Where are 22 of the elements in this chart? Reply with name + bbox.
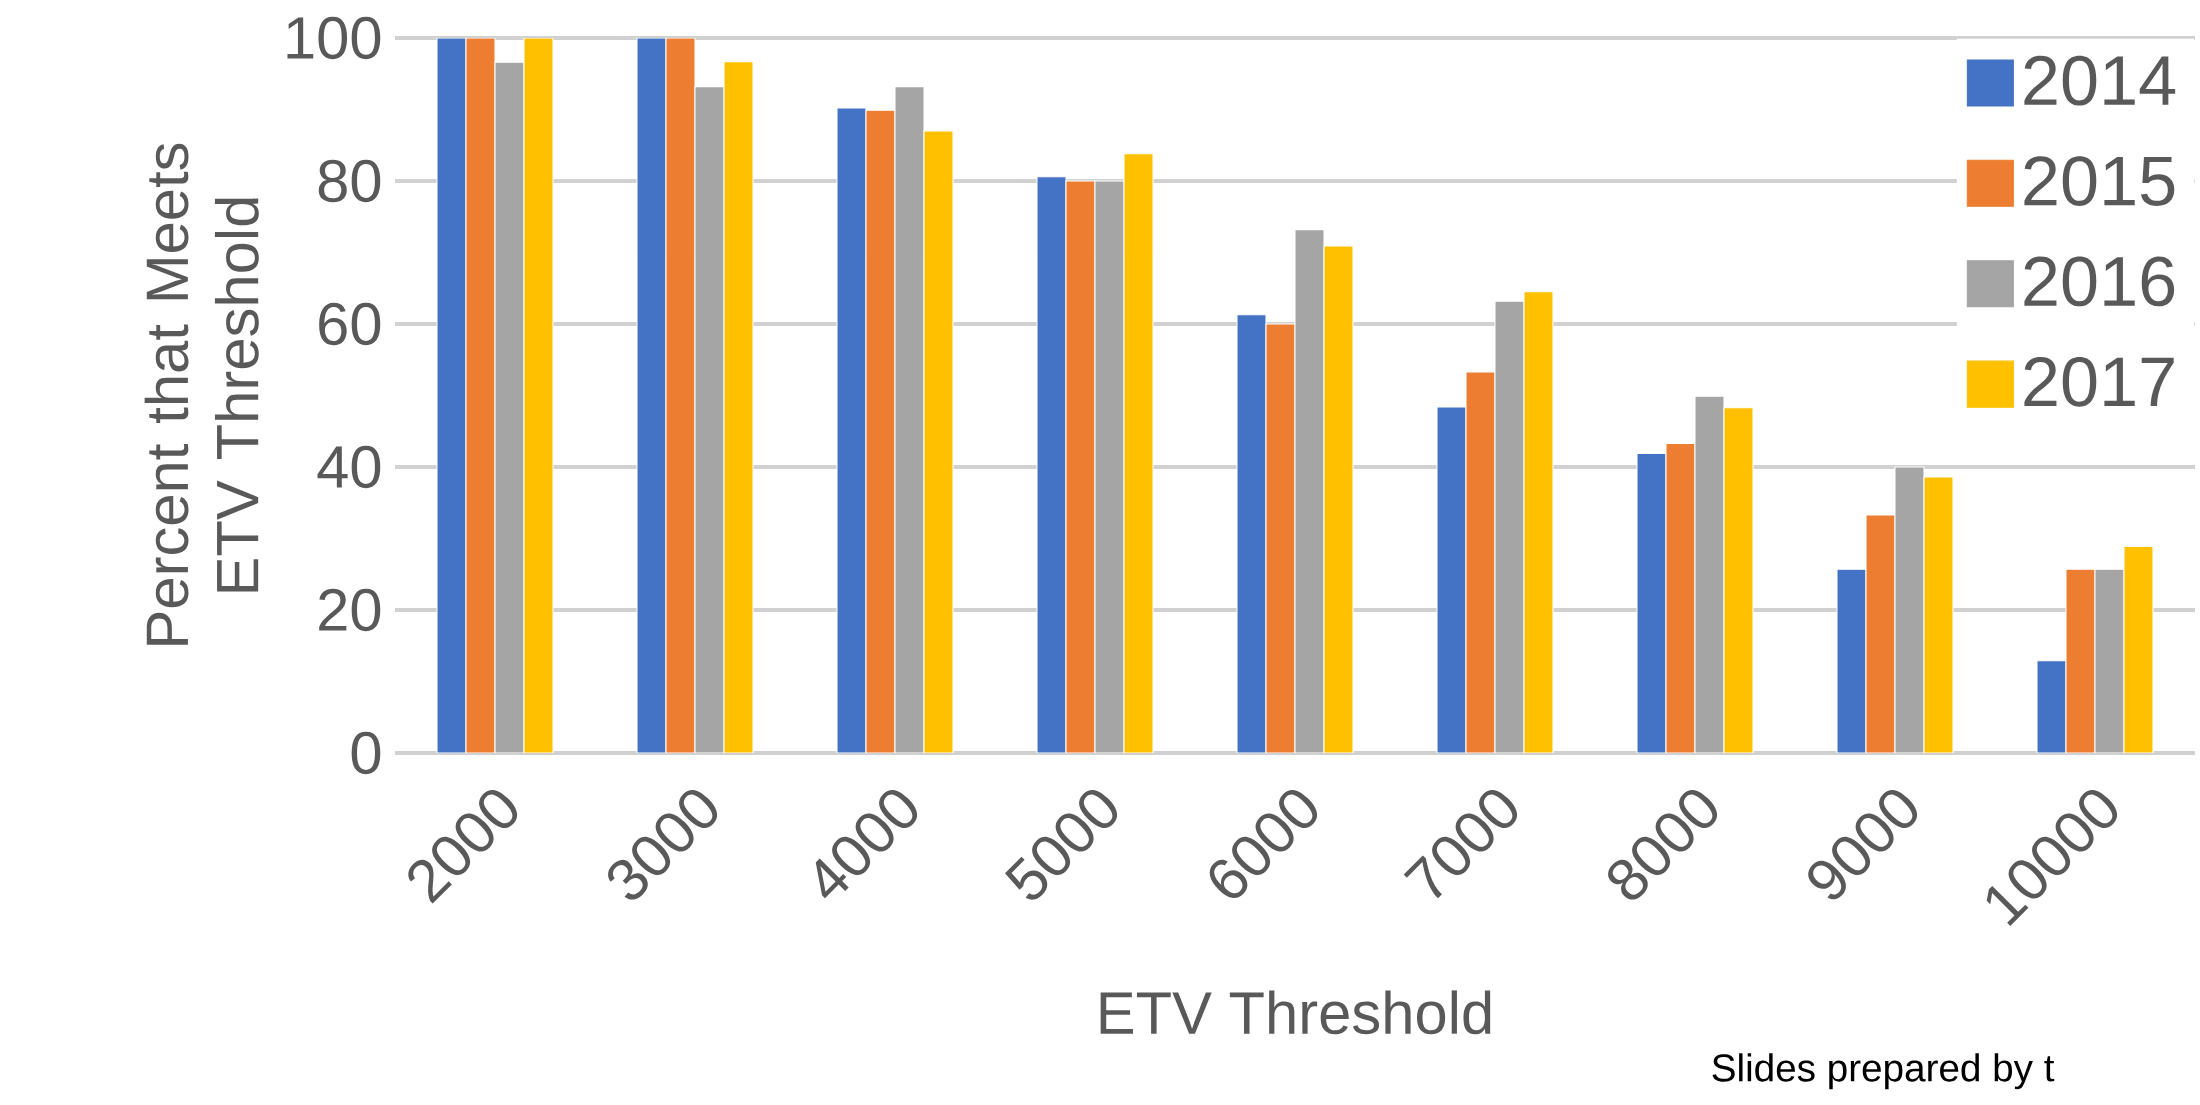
bar [865, 109, 896, 753]
bar [465, 38, 496, 753]
legend-label: 2015 [2024, 156, 2175, 206]
bar [1065, 180, 1096, 753]
y-tick-label: 0 [351, 731, 381, 775]
bar [1265, 323, 1296, 753]
y-tick-label: 20 [319, 588, 381, 632]
text: Slides prepared by t [1712, 1053, 2055, 1090]
bar [665, 38, 696, 753]
bar [1865, 514, 1896, 753]
y-tick-label: 100 [287, 16, 381, 60]
y-tick-label: 60 [319, 302, 381, 346]
bar [1665, 442, 1696, 753]
legend-label: 2016 [2024, 256, 2175, 307]
y-axis-title: Percent that Meets ETV Threshold [144, 143, 259, 645]
legend-label: 2017 [2024, 356, 2174, 407]
bar [1465, 371, 1496, 753]
legend-label: 2014 [2024, 55, 2176, 106]
bar [2065, 568, 2096, 753]
y-tick-label: 40 [317, 445, 381, 489]
x-axis-title: ETV Threshold [1100, 990, 1491, 1035]
y-tick-label: 80 [318, 159, 381, 203]
